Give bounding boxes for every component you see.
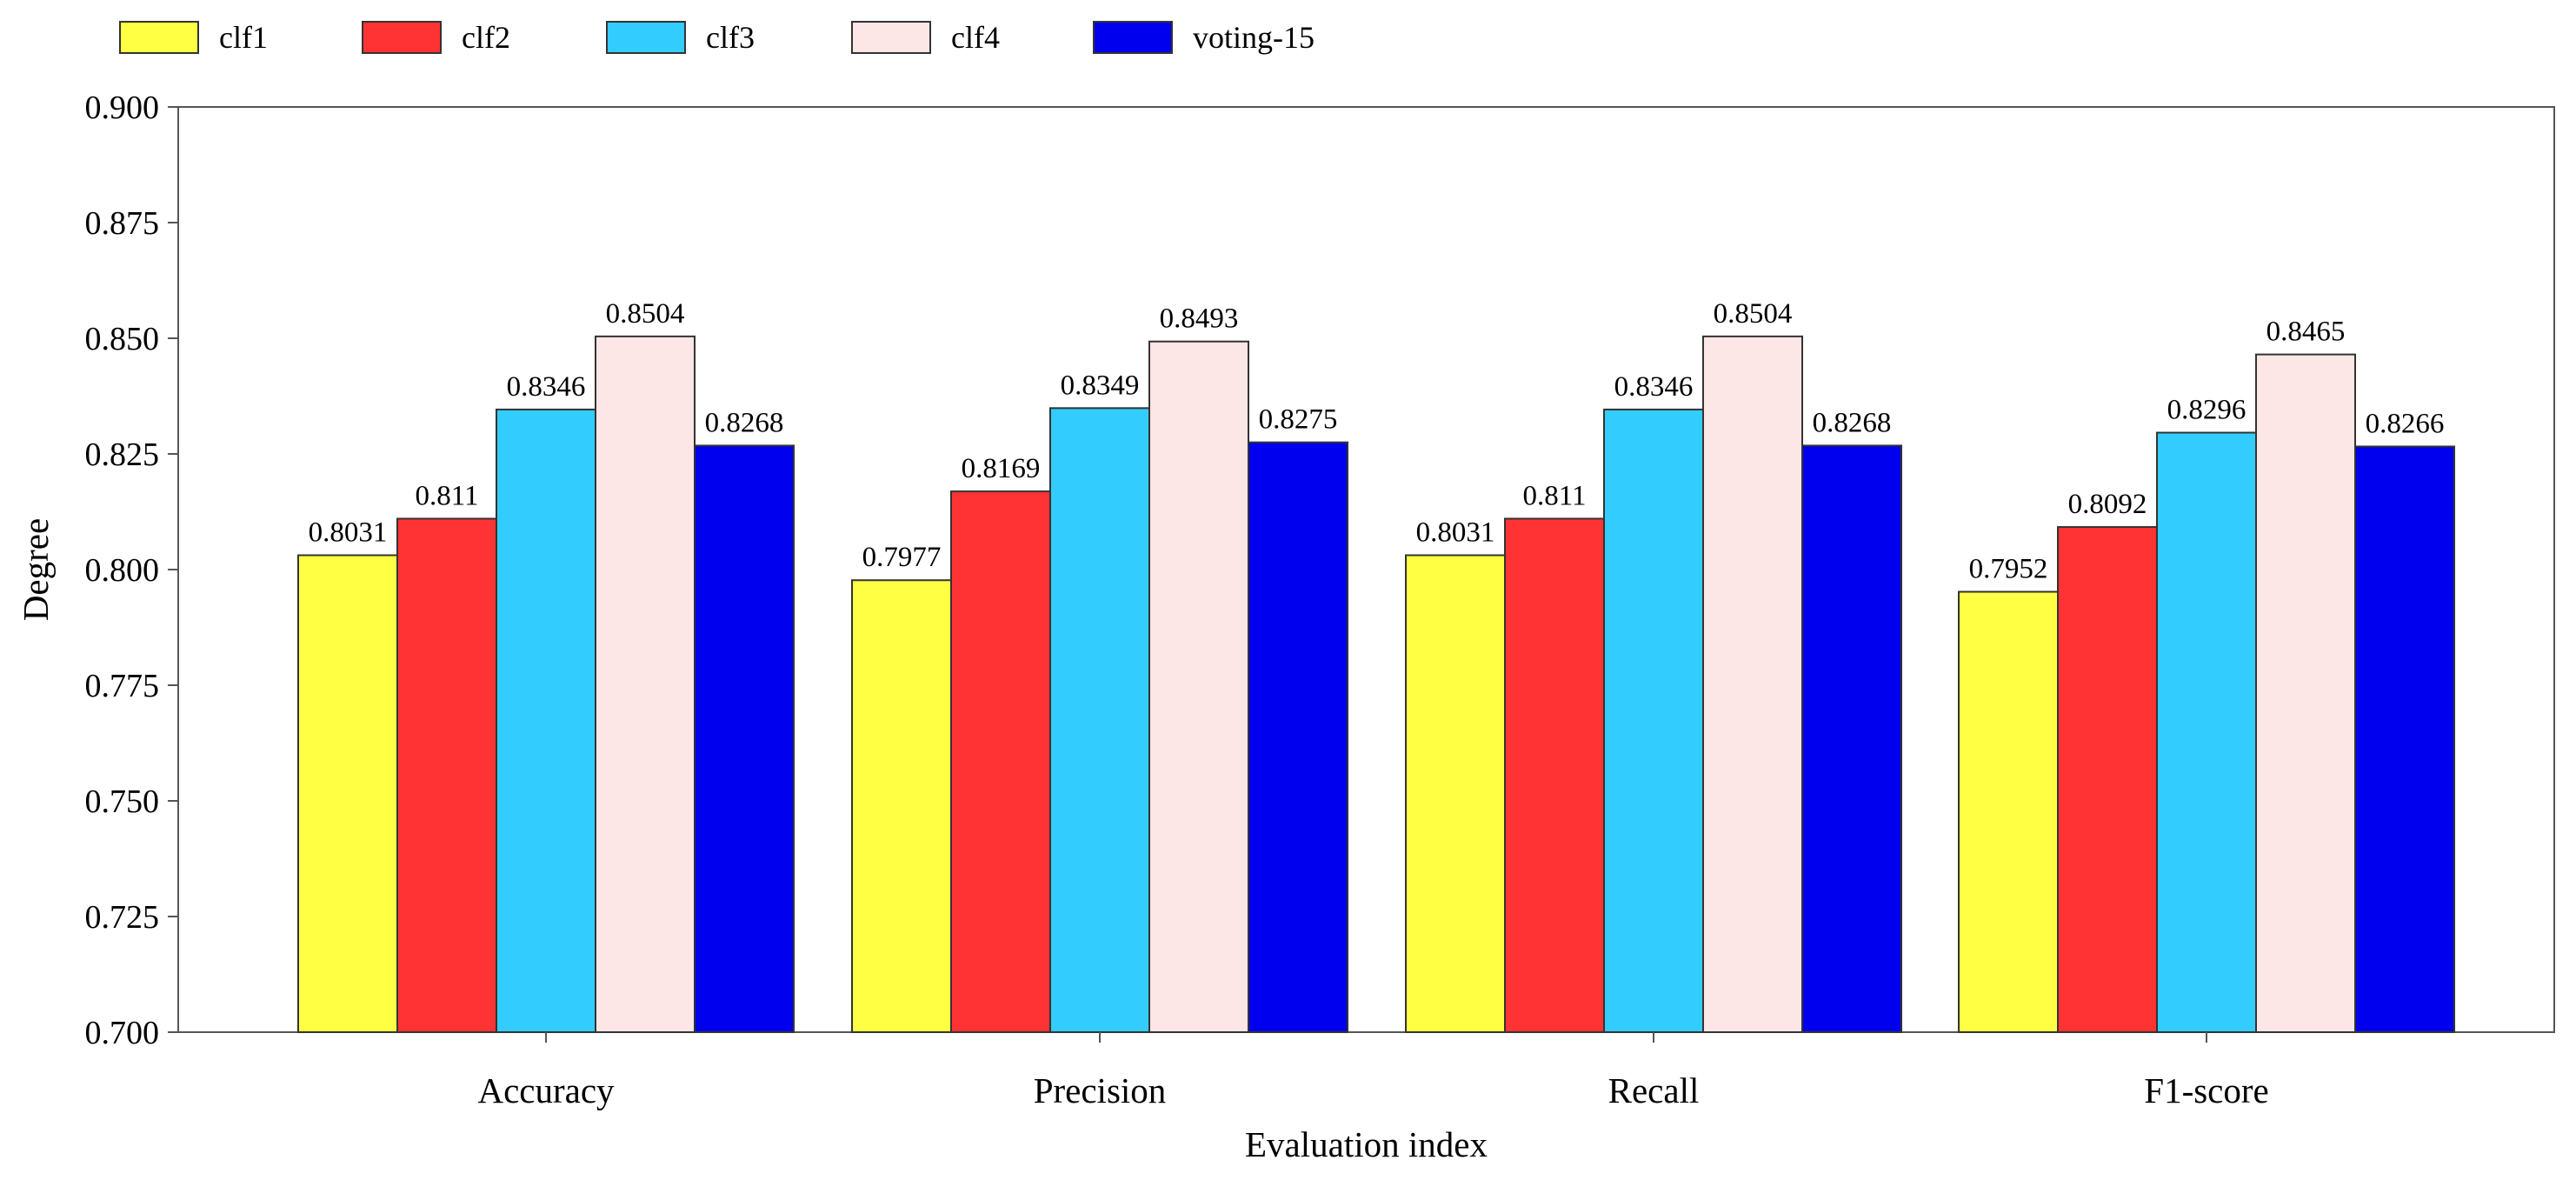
y-tick-label: 0.900 <box>85 90 160 126</box>
bar-clf2-f1-score <box>2057 526 2158 1033</box>
x-category-label: Accuracy <box>477 1070 615 1110</box>
bar-voting-15-accuracy <box>694 444 795 1033</box>
legend-swatch-clf1 <box>119 21 199 54</box>
bar-voting-15-precision <box>1248 441 1348 1033</box>
bar-voting-15-recall <box>1801 444 1902 1033</box>
bar-clf1-recall <box>1405 554 1506 1033</box>
legend: clf1 clf2 clf3 clf4 voting-15 <box>119 20 1315 55</box>
legend-swatch-clf2 <box>362 21 442 54</box>
legend-label: clf1 <box>219 20 268 55</box>
bar-value-label: 0.8349 <box>1061 370 1140 401</box>
x-category-label: Precision <box>1034 1070 1167 1110</box>
bar-voting-15-f1-score <box>2354 445 2455 1033</box>
bar-value-label: 0.8031 <box>309 517 388 549</box>
legend-label: voting-15 <box>1193 20 1315 55</box>
y-tick-label: 0.825 <box>85 437 160 473</box>
legend-swatch-clf4 <box>851 21 931 54</box>
bar-clf4-precision <box>1148 340 1249 1033</box>
bar-clf1-accuracy <box>297 554 398 1033</box>
y-tick-label: 0.850 <box>85 321 160 357</box>
bar-value-label: 0.811 <box>415 480 478 511</box>
bar-value-label: 0.8346 <box>507 371 586 403</box>
legend-swatch-clf3 <box>606 21 686 54</box>
bar-value-label: 0.8504 <box>606 298 685 330</box>
bar-clf3-precision <box>1049 407 1150 1034</box>
bar-value-label: 0.8465 <box>2266 317 2346 348</box>
legend-swatch-voting-15 <box>1093 21 1173 54</box>
bar-clf1-precision <box>851 579 952 1033</box>
bar-value-label: 0.8268 <box>705 407 784 438</box>
bar-clf4-f1-score <box>2255 353 2356 1033</box>
y-tick-label: 0.800 <box>85 552 160 589</box>
bar-value-label: 0.8169 <box>962 453 1041 484</box>
bar-clf2-precision <box>950 490 1051 1033</box>
bar-value-label: 0.811 <box>1522 480 1586 511</box>
legend-label: clf4 <box>951 20 1000 55</box>
bar-clf4-recall <box>1702 335 1803 1033</box>
bar-clf3-accuracy <box>496 408 596 1034</box>
y-tick-label: 0.725 <box>85 899 160 936</box>
y-tick-label: 0.700 <box>85 1015 160 1051</box>
bar-value-label: 0.8092 <box>2068 489 2147 520</box>
bar-clf3-f1-score <box>2156 431 2257 1033</box>
bar-value-label: 0.7977 <box>862 542 942 573</box>
bar-clf2-recall <box>1504 517 1605 1033</box>
legend-label: clf2 <box>462 20 510 55</box>
bar-clf3-recall <box>1603 408 1704 1034</box>
bar-value-label: 0.8266 <box>2366 408 2445 439</box>
bar-clf1-f1-score <box>1958 590 2059 1033</box>
legend-label: clf3 <box>706 20 755 55</box>
bar-value-label: 0.7952 <box>1969 554 2048 585</box>
bar-value-label: 0.8275 <box>1259 404 1338 436</box>
y-tick-label: 0.775 <box>85 668 160 704</box>
y-tick-label: 0.875 <box>85 205 160 242</box>
x-axis: Accuracy Precision Recall F1-score <box>477 1032 2269 1110</box>
bar-value-label: 0.8504 <box>1714 298 1793 330</box>
bar-value-label: 0.8346 <box>1614 371 1694 403</box>
bar-value-label: 0.8031 <box>1416 517 1495 549</box>
y-tick-label: 0.750 <box>85 783 160 820</box>
y-axis-title: Degree <box>16 518 56 621</box>
bar-clf2-accuracy <box>396 517 497 1033</box>
bar-value-labels: 0.8031 0.811 0.8346 0.8504 0.8268 0.7977 0.816… <box>309 298 2445 585</box>
x-category-label: F1-score <box>2144 1070 2268 1110</box>
bar-value-label: 0.8493 <box>1160 303 1239 335</box>
y-axis: 0.700 0.725 0.750 0.775 0.800 0.825 0.850 0.875… <box>85 90 178 1051</box>
x-category-label: Recall <box>1608 1070 1700 1110</box>
bar-value-label: 0.8296 <box>2167 395 2247 426</box>
bar-clf4-accuracy <box>595 335 696 1033</box>
bar-value-label: 0.8268 <box>1813 407 1892 438</box>
bars <box>297 335 2455 1034</box>
x-axis-title: Evaluation index <box>1245 1124 1488 1164</box>
